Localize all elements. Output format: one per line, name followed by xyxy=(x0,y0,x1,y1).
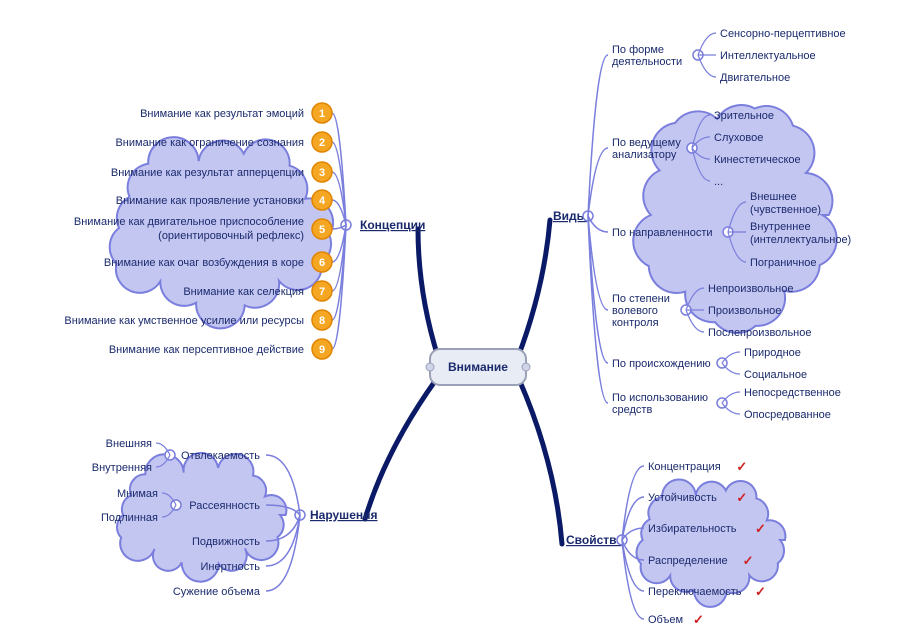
type-leaf-text: Кинестетическое xyxy=(714,154,801,166)
concept-badge-number: 9 xyxy=(319,344,325,356)
center-label: Внимание xyxy=(448,360,508,374)
branch-label-disorders: Нарушения xyxy=(310,508,378,522)
check-icon: ✓ xyxy=(693,612,704,627)
concept-badge-number: 6 xyxy=(319,257,325,269)
type-leaf-text: Двигательное xyxy=(720,72,790,84)
disorder-text: Рассеянность xyxy=(189,500,260,512)
type-group-label: волевого xyxy=(612,305,658,317)
disorder-text: Подвижность xyxy=(192,536,260,548)
type-group-label: По направленности xyxy=(612,227,713,239)
check-icon: ✓ xyxy=(743,553,754,568)
type-leaf-text: Внутреннее xyxy=(750,221,811,233)
type-leaf-text: ... xyxy=(714,176,723,188)
concept-text: Внимание как проявление установки xyxy=(116,195,304,207)
concept-badge-number: 4 xyxy=(319,195,326,207)
property-text: Объем xyxy=(648,614,683,626)
type-leaf-text: Послепроизвольное xyxy=(708,327,812,339)
concept-text: Внимание как селекция xyxy=(183,286,304,298)
concept-badge-number: 5 xyxy=(319,224,325,236)
concept-badge-number: 3 xyxy=(319,167,325,179)
type-group-label: По происхождению xyxy=(612,358,711,370)
type-leaf-text: Пограничное xyxy=(750,257,817,269)
type-leaf-text2: (интеллектуальное) xyxy=(750,234,851,246)
main-connector xyxy=(518,377,562,544)
check-icon: ✓ xyxy=(755,521,766,536)
type-group-label: деятельности xyxy=(612,56,682,68)
type-leaf-text: Опосредованное xyxy=(744,409,831,421)
mindmap-canvas: Внимание Концепции 1 Внимание как результа… xyxy=(0,0,904,636)
disorder-text: Инертность xyxy=(201,561,261,573)
property-text: Концентрация xyxy=(648,461,721,473)
disorder-sub-text: Внешняя xyxy=(106,438,152,450)
type-leaf-text: Зрительное xyxy=(714,110,774,122)
concept-badge-number: 8 xyxy=(319,315,325,327)
main-connector xyxy=(518,220,550,357)
type-leaf-text2: (чувственное) xyxy=(750,204,821,216)
branch-label-concepts: Концепции xyxy=(360,218,425,232)
concept-badge-number: 1 xyxy=(319,108,325,120)
type-group-label: По степени xyxy=(612,293,670,305)
type-group-label: контроля xyxy=(612,317,659,329)
type-group-label: По ведущему xyxy=(612,137,681,149)
property-text: Устойчивость xyxy=(648,492,717,504)
type-leaf-text: Слуховое xyxy=(714,132,763,144)
type-leaf-text: Интеллектуальное xyxy=(720,50,816,62)
concept-text: Внимание как умственное усилие или ресур… xyxy=(64,315,304,327)
concept-text: Внимание как персептивное действие xyxy=(109,344,304,356)
check-icon: ✓ xyxy=(755,584,766,599)
type-leaf-text: Сенсорно-перцептивное xyxy=(720,28,846,40)
concept-text: Внимание как очаг возбуждения в коре xyxy=(104,257,304,269)
property-text: Избирательность xyxy=(648,523,737,535)
concept-badge-number: 7 xyxy=(319,286,325,298)
disorder-sub-text: Мнимая xyxy=(117,488,158,500)
disorder-text: Сужение объема xyxy=(173,586,261,598)
property-text: Распределение xyxy=(648,555,728,567)
concept-text: Внимание как ограничение сознания xyxy=(115,137,304,149)
type-leaf-text: Природное xyxy=(744,347,801,359)
type-leaf-text: Социальное xyxy=(744,369,807,381)
check-icon: ✓ xyxy=(736,490,747,505)
concept-badge-number: 2 xyxy=(319,137,325,149)
concept-text: Внимание как двигательное приспособление xyxy=(74,216,304,228)
branch-label-properties: Свойства xyxy=(566,533,623,547)
type-leaf-text: Произвольное xyxy=(708,305,781,317)
disorder-sub-text: Внутренняя xyxy=(92,462,152,474)
type-leaf-text: Непосредственное xyxy=(744,387,841,399)
check-icon: ✓ xyxy=(736,459,747,474)
type-group-label: По использованию xyxy=(612,392,708,404)
type-group-label: По форме xyxy=(612,44,664,56)
type-group-label: анализатору xyxy=(612,149,677,161)
type-leaf-text: Внешнее xyxy=(750,191,797,203)
concept-text: Внимание как результат апперцепции xyxy=(111,167,304,179)
disorder-sub-text: Подлинная xyxy=(101,512,158,524)
disorder-text: Отвлекаемость xyxy=(181,450,260,462)
type-group-label: средств xyxy=(612,404,652,416)
concept-text2: (ориентировочный рефлекс) xyxy=(158,230,304,242)
main-connector xyxy=(365,377,438,519)
main-connector xyxy=(418,229,438,357)
concept-text: Внимание как результат эмоций xyxy=(140,108,304,120)
type-leaf-text: Непроизвольное xyxy=(708,283,794,295)
branch-label-types: Виды xyxy=(553,209,587,223)
property-text: Переключаемость xyxy=(648,586,742,598)
